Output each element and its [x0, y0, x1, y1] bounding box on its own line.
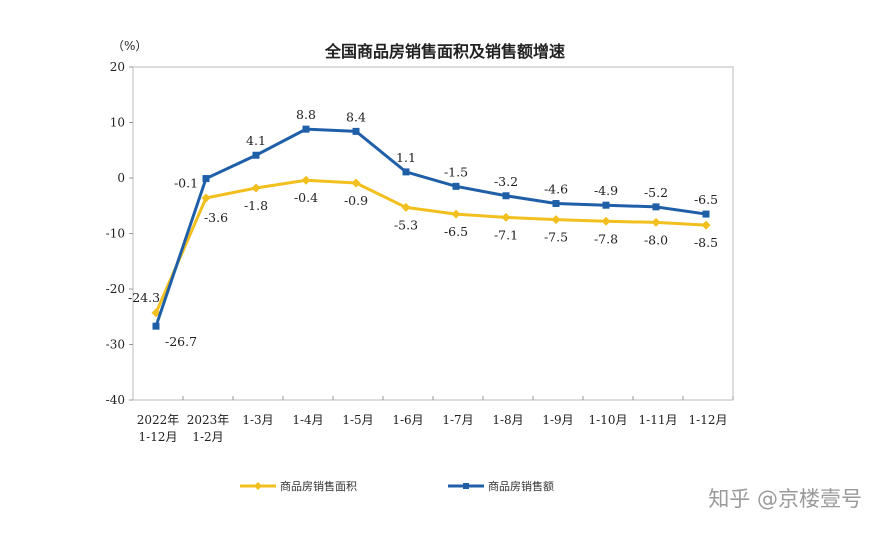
data-point: [352, 127, 360, 135]
data-label: -0.9: [344, 193, 368, 208]
legend-marker: [463, 483, 469, 489]
data-point: [202, 175, 210, 183]
y-tick-label: -40: [106, 393, 125, 407]
data-label: -4.6: [544, 182, 568, 197]
y-axis-unit: （%）: [112, 39, 147, 53]
data-label: -7.8: [594, 231, 618, 246]
y-tick-label: -10: [106, 227, 125, 241]
data-point: [552, 200, 560, 208]
x-tick-label: 1-3月: [242, 413, 273, 427]
data-point: [301, 175, 311, 185]
data-label: -1.8: [244, 198, 268, 213]
x-tick-label: 2023年: [187, 413, 230, 427]
y-tick-label: 10: [110, 116, 125, 130]
data-point: [452, 182, 460, 190]
y-tick-label: -30: [106, 338, 125, 352]
data-point: [551, 215, 561, 225]
data-label: 8.4: [346, 109, 366, 124]
data-label: -0.1: [174, 176, 198, 191]
data-label: -0.4: [294, 190, 318, 205]
x-tick-label: 1-12月: [139, 430, 178, 444]
x-tick-label: 1-2月: [192, 430, 223, 444]
data-label: 4.1: [246, 133, 266, 148]
x-tick-label: 1-9月: [542, 413, 573, 427]
x-tick-label: 1-5月: [342, 413, 373, 427]
data-label: -5.2: [644, 185, 668, 200]
data-point: [501, 212, 511, 222]
data-point: [401, 202, 411, 212]
series-line: [154, 127, 707, 327]
legend-label: 商品房销售面积: [280, 479, 357, 493]
chart-title: 全国商品房销售面积及销售额增速: [324, 42, 565, 61]
data-point: [701, 220, 711, 230]
data-label: -4.9: [594, 183, 618, 198]
data-label: -6.5: [694, 192, 718, 207]
y-tick-label: 0: [117, 171, 125, 185]
data-point: [651, 217, 661, 227]
data-label: -24.3: [128, 290, 160, 305]
data-point: [201, 193, 211, 203]
x-tick-label: 1-11月: [639, 413, 678, 427]
data-label: -1.5: [444, 164, 468, 179]
x-tick-label: 2022年: [137, 413, 180, 427]
legend-marker: [254, 482, 262, 490]
data-point: [302, 125, 310, 133]
data-point: [702, 210, 710, 218]
data-point: [252, 151, 260, 159]
x-tick-label: 1-10月: [589, 413, 628, 427]
data-point: [152, 322, 160, 330]
data-point: [601, 216, 611, 226]
data-point: [602, 201, 610, 209]
data-label: 1.1: [396, 150, 416, 165]
series-line: [154, 178, 707, 314]
x-tick-label: 1-4月: [292, 413, 323, 427]
data-label: -7.1: [494, 227, 518, 242]
y-tick-label: 20: [110, 60, 125, 74]
data-point: [502, 192, 510, 200]
data-point: [351, 178, 361, 188]
data-label: 8.8: [296, 107, 316, 122]
data-label: -3.2: [494, 174, 518, 189]
data-label: -26.7: [165, 334, 197, 349]
data-label: -5.3: [394, 217, 418, 232]
x-tick-label: 1-6月: [392, 413, 423, 427]
data-point: [652, 203, 660, 211]
watermark: 知乎 @京楼壹号: [708, 487, 862, 511]
data-point: [402, 168, 410, 176]
x-tick-label: 1-8月: [492, 413, 523, 427]
data-label: -8.5: [694, 235, 718, 250]
y-tick-label: -20: [106, 282, 125, 296]
data-label: -6.5: [444, 224, 468, 239]
data-point: [251, 183, 261, 193]
data-label: -3.6: [204, 210, 228, 225]
data-point: [451, 209, 461, 219]
legend-label: 商品房销售额: [488, 479, 554, 493]
x-tick-label: 1-12月: [689, 413, 728, 427]
data-label: -8.0: [644, 232, 668, 247]
data-label: -7.5: [544, 230, 568, 245]
x-tick-label: 1-7月: [442, 413, 473, 427]
